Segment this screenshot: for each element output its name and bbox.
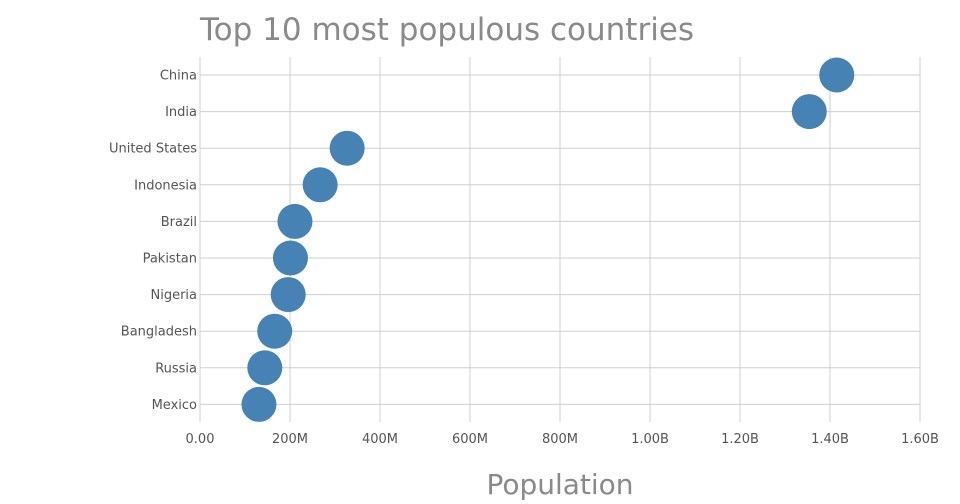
x-tick-label: 600M: [452, 432, 488, 447]
chart-title: Top 10 most populous countries: [199, 12, 694, 48]
x-tick-label: 800M: [542, 432, 578, 447]
category-label: Russia: [155, 361, 197, 376]
data-point: [302, 167, 338, 203]
category-label: China: [160, 69, 197, 84]
data-point: [329, 130, 365, 166]
data-point: [791, 94, 827, 130]
category-label: Pakistan: [143, 252, 197, 267]
category-label: Nigeria: [150, 288, 197, 303]
data-point: [257, 313, 293, 349]
category-label: Bangladesh: [121, 325, 197, 340]
category-label: Mexico: [152, 398, 197, 413]
x-tick-label: 1.20B: [721, 432, 759, 447]
y-axis-categories: China India United States Indonesia Brazil Pa…: [109, 69, 197, 413]
category-label: Brazil: [161, 215, 197, 230]
x-tick-label: 1.60B: [901, 432, 939, 447]
data-point: [819, 57, 855, 93]
x-tick-label: 200M: [272, 432, 308, 447]
x-tick-label: 1.40B: [811, 432, 849, 447]
data-point: [241, 386, 277, 422]
grid-lines: [199, 57, 921, 422]
category-label: India: [165, 105, 197, 120]
x-tick-label: 400M: [362, 432, 398, 447]
x-axis-ticks: 0.00 200M 400M 600M 800M 1.00B 1.20B 1.40B 1.60B: [186, 432, 939, 447]
x-tick-label: 1.00B: [631, 432, 669, 447]
data-points: [241, 57, 855, 422]
category-label: United States: [109, 142, 197, 157]
x-tick-label: 0.00: [186, 432, 215, 447]
data-point: [247, 350, 283, 386]
x-axis-title: Population: [486, 468, 633, 500]
data-point: [277, 203, 313, 239]
data-point: [272, 240, 308, 276]
category-label: Indonesia: [134, 178, 197, 193]
data-point: [270, 277, 306, 313]
